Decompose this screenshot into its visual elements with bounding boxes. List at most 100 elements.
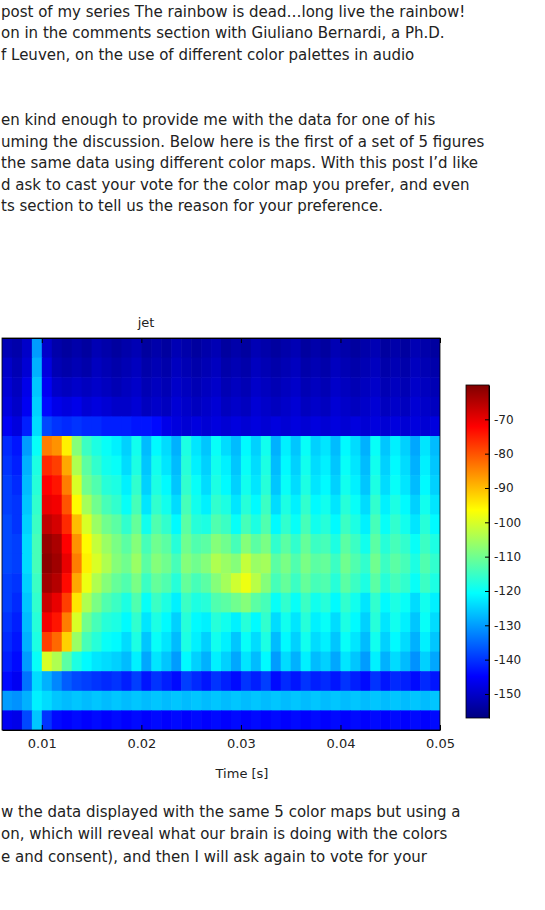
heatmap-cell xyxy=(181,573,192,593)
paragraph-line: post of my series The rainbow is dead…lo… xyxy=(1,3,465,21)
heatmap-cell xyxy=(32,436,43,456)
x-tick-mark xyxy=(241,725,242,730)
heatmap-cell xyxy=(350,436,361,456)
heatmap-cell xyxy=(241,514,252,534)
heatmap-cell xyxy=(241,573,252,593)
heatmap-cell xyxy=(191,691,202,711)
heatmap-cell xyxy=(380,573,391,593)
heatmap-cell xyxy=(430,671,440,691)
heatmap-cell xyxy=(231,436,242,456)
heatmap-cell xyxy=(22,377,33,397)
heatmap-cell xyxy=(141,652,152,672)
heatmap-cell xyxy=(281,554,292,574)
x-tick-mark xyxy=(340,725,341,730)
heatmap-cell xyxy=(161,612,172,632)
heatmap-cell xyxy=(22,652,33,672)
heatmap-cell xyxy=(281,338,292,358)
heatmap-cell xyxy=(420,456,431,476)
heatmap-cell xyxy=(42,554,53,574)
colorbar-tick: -80 xyxy=(485,447,514,461)
heatmap-cell xyxy=(211,612,222,632)
heatmap-cell xyxy=(52,652,63,672)
heatmap-cell xyxy=(42,475,53,495)
heatmap-cell xyxy=(141,416,152,436)
heatmap-cell xyxy=(221,710,232,730)
heatmap-cell xyxy=(291,710,302,730)
x-tick: 0.05 xyxy=(426,725,455,751)
heatmap-cell xyxy=(430,495,440,515)
heatmap-cell xyxy=(181,554,192,574)
heatmap-cell xyxy=(121,632,132,652)
heatmap-cell xyxy=(261,710,272,730)
heatmap-cell xyxy=(121,377,132,397)
heatmap-cell xyxy=(400,416,411,436)
heatmap-cell xyxy=(171,534,182,554)
heatmap-cell xyxy=(131,416,142,436)
heatmap-cell xyxy=(191,456,202,476)
heatmap-cell xyxy=(72,612,83,632)
heatmap-cell xyxy=(390,416,401,436)
heatmap-cell xyxy=(161,514,172,534)
heatmap-cell xyxy=(82,710,93,730)
heatmap-cell xyxy=(221,573,232,593)
heatmap-cell xyxy=(360,652,371,672)
heatmap-cell xyxy=(32,514,43,534)
heatmap-cell xyxy=(331,377,342,397)
heatmap-cell xyxy=(62,612,73,632)
heatmap-cell xyxy=(112,397,123,417)
heatmap-cell xyxy=(370,397,381,417)
heatmap-cell xyxy=(92,691,103,711)
heatmap-cell xyxy=(241,652,252,672)
colorbar-tick-label: -110 xyxy=(494,550,521,564)
heatmap-cell xyxy=(291,338,302,358)
x-tick: 0.04 xyxy=(326,725,355,751)
heatmap-cell xyxy=(251,416,262,436)
heatmap-cell xyxy=(231,652,242,672)
heatmap-cell xyxy=(231,691,242,711)
heatmap-cell xyxy=(72,475,83,495)
heatmap-cell xyxy=(2,554,13,574)
heatmap-cell xyxy=(410,456,421,476)
heatmap-cell xyxy=(102,691,113,711)
heatmap-cell xyxy=(32,358,43,378)
heatmap-cell xyxy=(161,710,172,730)
heatmap-cell xyxy=(191,397,202,417)
heatmap-cell xyxy=(350,652,361,672)
heatmap-cell xyxy=(291,573,302,593)
heatmap-cell xyxy=(12,554,23,574)
heatmap-cell xyxy=(181,671,192,691)
heatmap-cell xyxy=(331,671,342,691)
colorbar-tick-mark xyxy=(485,660,489,661)
heatmap-cell xyxy=(261,495,272,515)
heatmap-cell xyxy=(331,632,342,652)
heatmap-cell xyxy=(181,632,192,652)
heatmap-cell xyxy=(281,593,292,613)
heatmap-cell xyxy=(400,671,411,691)
heatmap-cell xyxy=(340,495,351,515)
heatmap-cell xyxy=(42,358,53,378)
heatmap-cell xyxy=(241,710,252,730)
heatmap-cell xyxy=(231,573,242,593)
heatmap-cell xyxy=(311,475,322,495)
heatmap-cell xyxy=(82,671,93,691)
heatmap-cell xyxy=(261,416,272,436)
heatmap-cell xyxy=(221,416,232,436)
heatmap-cell xyxy=(112,691,123,711)
heatmap-cell xyxy=(340,710,351,730)
paragraph-line: on in the comments section with Giuliano… xyxy=(1,24,445,42)
heatmap-cell xyxy=(400,534,411,554)
heatmap-cell xyxy=(331,593,342,613)
paragraph-line: d ask to cast your vote for the color ma… xyxy=(1,176,469,194)
x-tick-label: 0.03 xyxy=(227,736,256,751)
heatmap-cell xyxy=(82,495,93,515)
heatmap-cell xyxy=(201,671,212,691)
colorbar-tick: -70 xyxy=(485,413,514,427)
heatmap-cell xyxy=(191,632,202,652)
heatmap-cell xyxy=(420,691,431,711)
heatmap-cell xyxy=(211,495,222,515)
heatmap-cell xyxy=(400,593,411,613)
heatmap-cell xyxy=(102,573,113,593)
x-top-tick-mark xyxy=(340,338,341,343)
heatmap-cell xyxy=(161,534,172,554)
heatmap-cell xyxy=(301,710,312,730)
